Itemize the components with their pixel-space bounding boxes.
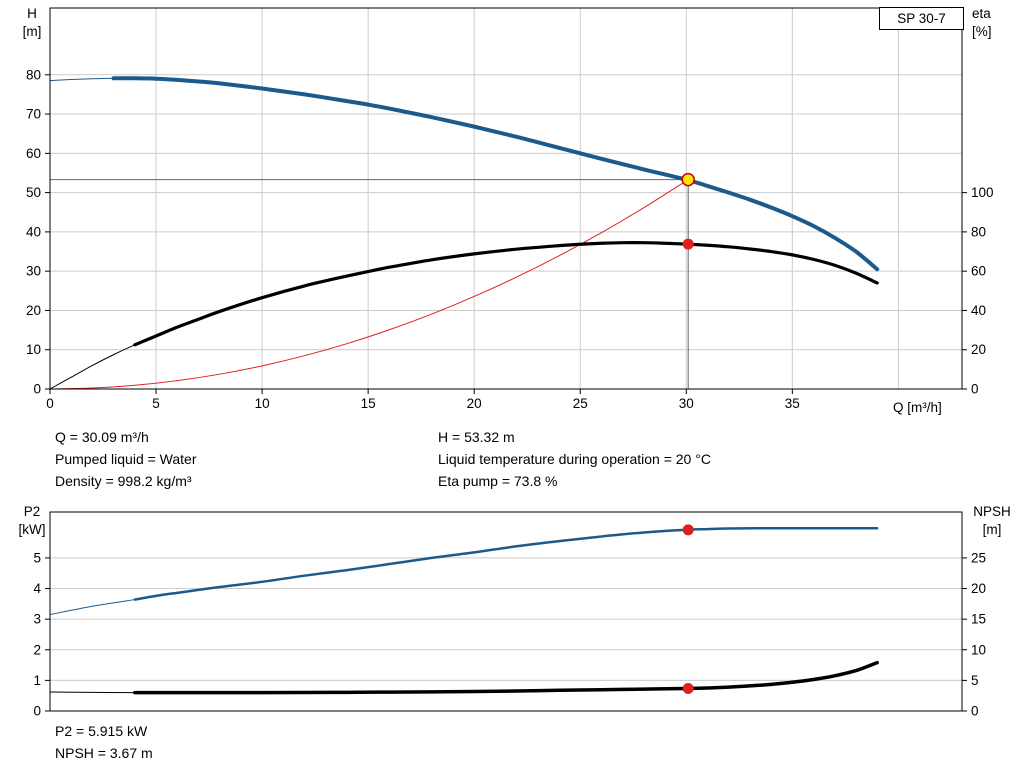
h-axis-symbol: H (27, 6, 37, 21)
x-tick-label: 25 (573, 396, 588, 411)
h-curve-thin (49, 77, 878, 270)
y-left-tick-label: 10 (26, 342, 41, 357)
info-line-q: Q = 30.09 m³/h (55, 429, 149, 445)
y-left-tick-label: 80 (26, 67, 41, 82)
eta-duty-point (682, 238, 694, 250)
y-left-tick-label: 5 (33, 550, 41, 565)
p2-axis-symbol: P2 (23, 504, 41, 519)
x-tick-label: 0 (46, 396, 54, 411)
y-right-tick-label: 20 (971, 342, 986, 357)
eta-axis-unit: [%] (972, 24, 992, 39)
y-left-tick-label: 30 (26, 264, 41, 279)
y-left-tick-label: 0 (33, 704, 41, 719)
y-right-tick-label: 80 (971, 224, 986, 239)
p2-axis-label: P2 [kW] (12, 503, 52, 539)
info-line-temperature: Liquid temperature during operation = 20… (438, 451, 711, 467)
y-right-tick-label: 100 (971, 185, 994, 200)
info-line-npsh: NPSH = 3.67 m (55, 745, 153, 761)
info-line-liquid: Pumped liquid = Water (55, 451, 197, 467)
p2-duty-point (682, 524, 694, 536)
duty-point (681, 172, 695, 187)
duty-info-right: H = 53.32 m Liquid temperature during op… (438, 426, 711, 492)
p2-curve (133, 526, 879, 601)
plot-frame (49, 7, 963, 390)
info-line-eta: Eta pump = 73.8 % (438, 473, 558, 489)
x-tick-label: 30 (679, 396, 694, 411)
p2-npsh-chart: 0 1 2 3 4 5 0 5 10 15 20 25 (33, 511, 986, 719)
power-info: P2 = 5.915 kW NPSH = 3.67 m (55, 720, 153, 764)
q-axis-label: Q [m³/h] (893, 400, 942, 415)
y-right-tick-label: 60 (971, 264, 986, 279)
x-tick-label: 20 (467, 396, 482, 411)
npsh-duty-point (682, 683, 694, 695)
info-line-p2: P2 = 5.915 kW (55, 723, 148, 739)
eta-curve-thin (49, 242, 878, 390)
hq-eta-chart: 0 10 20 30 40 50 60 70 80 0 20 40 60 80 100 0 5 10 15 20 25 3… (26, 7, 994, 411)
eta-axis-symbol: eta (972, 6, 991, 21)
y-right-tick-label: 0 (971, 382, 979, 397)
npsh-axis-label: NPSH [m] (966, 503, 1018, 539)
x-tick-label: 15 (361, 396, 376, 411)
y-left-tick-label: 3 (33, 612, 41, 627)
y-left-tick-label: 70 (26, 107, 41, 122)
y-right-tick-label: 40 (971, 303, 986, 318)
npsh-curve (133, 660, 879, 695)
plot-frame (49, 511, 963, 712)
info-line-h: H = 53.32 m (438, 429, 515, 445)
y-left-tick-label: 0 (33, 382, 41, 397)
h-axis-unit: [m] (22, 24, 42, 39)
system-curve-thin (49, 177, 691, 390)
y-left-tick-label: 2 (33, 642, 41, 657)
y-left-tick-label: 1 (33, 673, 41, 688)
pump-type-badge: SP 30-7 (879, 7, 964, 30)
h-axis-label: H [m] (12, 5, 52, 41)
y-left-tick-label: 50 (26, 185, 41, 200)
npsh-axis-symbol: NPSH (973, 504, 1011, 519)
y-right-tick-label: 15 (971, 612, 986, 627)
info-line-density: Density = 998.2 kg/m³ (55, 473, 192, 489)
y-right-tick-label: 0 (971, 704, 979, 719)
y-left-tick-label: 60 (26, 146, 41, 161)
x-tick-label: 5 (152, 396, 160, 411)
eta-axis-label: eta [%] (972, 5, 1020, 41)
y-right-tick-label: 5 (971, 673, 979, 688)
x-tick-label: 35 (785, 396, 800, 411)
duty-info-left: Q = 30.09 m³/h Pumped liquid = Water Den… (55, 426, 197, 492)
y-right-tick-label: 20 (971, 581, 986, 596)
y-right-tick-label: 25 (971, 550, 986, 565)
x-tick-label: 10 (255, 396, 270, 411)
y-left-tick-label: 40 (26, 224, 41, 239)
y-left-tick-label: 20 (26, 303, 41, 318)
npsh-axis-unit: [m] (982, 522, 1002, 537)
p2-curve-thin (49, 527, 878, 616)
y-right-tick-label: 10 (971, 642, 986, 657)
h-curve (111, 76, 880, 272)
y-left-tick-label: 4 (33, 581, 41, 596)
eta-curve (133, 241, 879, 347)
npsh-curve-thin (49, 662, 878, 694)
p2-axis-unit: [kW] (18, 522, 46, 537)
